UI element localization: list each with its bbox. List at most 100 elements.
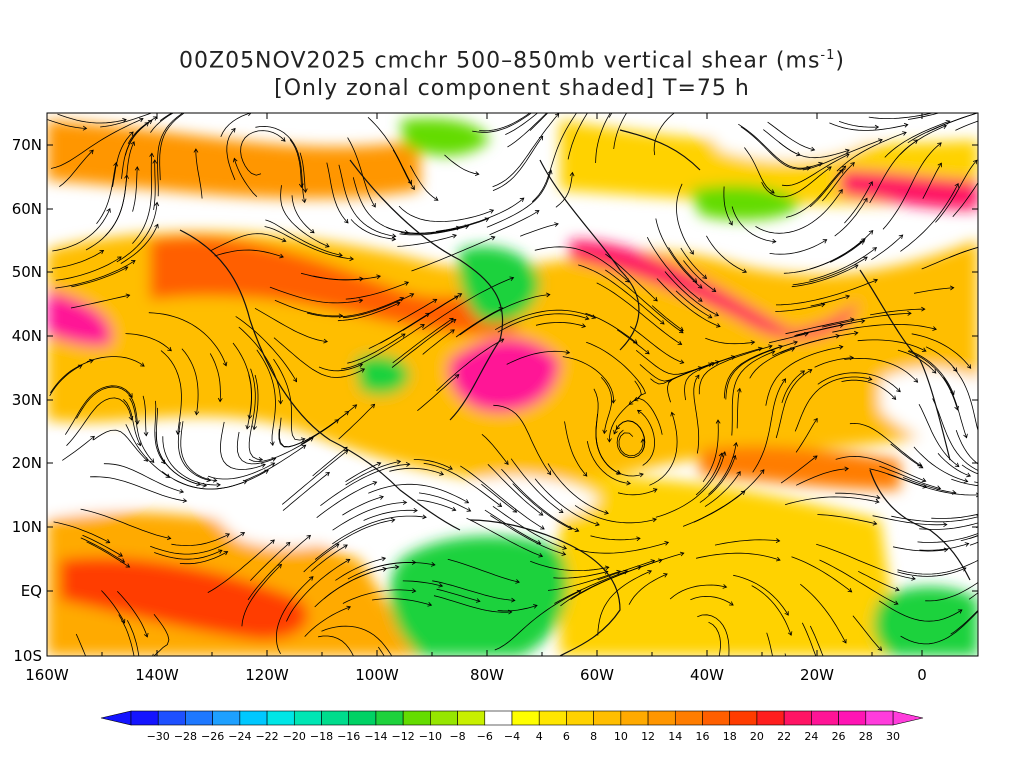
streamline <box>925 346 958 372</box>
streamline-arrowhead <box>376 274 381 280</box>
streamline <box>479 113 531 132</box>
streamline-arrowhead <box>550 95 554 99</box>
streamline <box>618 432 644 457</box>
streamline-arrowhead <box>122 118 127 123</box>
streamline <box>744 147 775 194</box>
streamline-arrowhead <box>451 318 457 324</box>
colorbar-label: 4 <box>536 730 543 743</box>
lat-tick-label: 40N <box>12 327 42 345</box>
streamline <box>232 342 252 419</box>
colorbar-label: 22 <box>777 730 791 743</box>
streamline <box>281 449 349 505</box>
streamline <box>857 339 927 352</box>
streamline <box>236 431 276 465</box>
streamline <box>733 574 789 616</box>
streamline <box>253 374 259 430</box>
streamline-arrowhead <box>358 363 364 368</box>
streamline-arrowhead <box>633 396 639 402</box>
streamline-arrowhead <box>1018 245 1022 249</box>
streamline <box>574 542 669 554</box>
streamline <box>708 621 721 656</box>
streamline <box>123 399 141 446</box>
streamline-arrowhead <box>790 347 796 352</box>
streamline <box>117 591 148 638</box>
streamline-arrowhead <box>533 604 538 609</box>
streamline <box>706 235 747 273</box>
streamline <box>872 515 947 526</box>
streamline-arrowhead <box>657 65 661 69</box>
streamline-arrowhead <box>932 326 937 331</box>
streamline <box>326 162 349 224</box>
streamline-arrowhead <box>823 701 827 705</box>
streamline-arrowhead <box>628 400 634 405</box>
streamline-arrowhead <box>679 326 684 332</box>
streamline <box>282 472 330 511</box>
streamline <box>366 562 416 571</box>
streamline <box>949 246 978 258</box>
streamline <box>530 560 609 571</box>
streamline <box>809 625 824 656</box>
streamline <box>819 559 899 605</box>
title-superscript: -1 <box>820 48 836 63</box>
streamline <box>791 556 852 593</box>
streamline <box>882 142 942 230</box>
streamline-arrowhead <box>338 313 344 319</box>
streamline <box>535 321 586 327</box>
streamline <box>367 117 412 185</box>
streamline <box>256 349 276 446</box>
streamline-arrowhead <box>358 298 364 304</box>
streamline-arrowhead <box>125 563 131 568</box>
streamline-arrowhead <box>806 165 812 171</box>
streamline-arrowhead <box>711 287 717 292</box>
streamline-arrowhead <box>853 264 859 269</box>
streamline-arrowhead <box>660 320 665 325</box>
streamline <box>932 398 978 471</box>
streamline <box>595 113 611 164</box>
streamline <box>57 113 127 124</box>
streamline <box>313 275 364 281</box>
streamline <box>345 461 401 486</box>
streamline-arrowhead <box>130 260 136 265</box>
streamline <box>578 264 665 325</box>
streamline <box>214 249 284 258</box>
streamline <box>900 183 959 252</box>
streamline <box>179 551 228 565</box>
colorbar-swatch <box>838 710 867 726</box>
colorbar-swatch <box>375 710 404 726</box>
streamline-arrowhead <box>772 238 777 244</box>
streamline-arrowhead <box>742 268 747 273</box>
title-suffix: ) <box>835 48 845 74</box>
streamline <box>755 189 843 234</box>
streamline <box>248 437 314 463</box>
colorbar-swatch <box>566 710 594 726</box>
streamline <box>902 477 956 494</box>
streamline-arrowhead <box>937 162 942 168</box>
streamline <box>148 312 227 366</box>
streamline <box>286 559 350 622</box>
streamline-arrowhead <box>118 552 123 557</box>
streamline <box>314 566 399 608</box>
streamline-arrowhead <box>285 541 291 547</box>
streamline-arrowhead <box>546 292 551 298</box>
streamline <box>459 294 550 336</box>
streamline <box>276 576 314 654</box>
streamline-arrowhead <box>582 472 588 477</box>
streamline <box>52 250 104 269</box>
streamline <box>411 236 495 272</box>
streamline-arrowhead <box>584 315 590 321</box>
streamline <box>821 162 855 202</box>
streamline <box>62 436 95 461</box>
streamline-arrowhead <box>138 659 142 663</box>
streamline-arrowhead <box>810 705 814 709</box>
streamline-arrowhead <box>842 638 847 644</box>
streamline-arrowhead <box>554 222 559 227</box>
streamline <box>617 488 658 496</box>
colorbar-swatch <box>430 710 458 726</box>
streamline <box>960 534 978 542</box>
lon-tick-label: 60W <box>580 666 614 684</box>
streamline-arrowhead <box>1006 92 1010 96</box>
streamline <box>822 312 912 328</box>
coastlines <box>179 129 971 656</box>
streamline-arrowhead <box>422 514 427 520</box>
streamline-arrowhead <box>187 104 191 108</box>
